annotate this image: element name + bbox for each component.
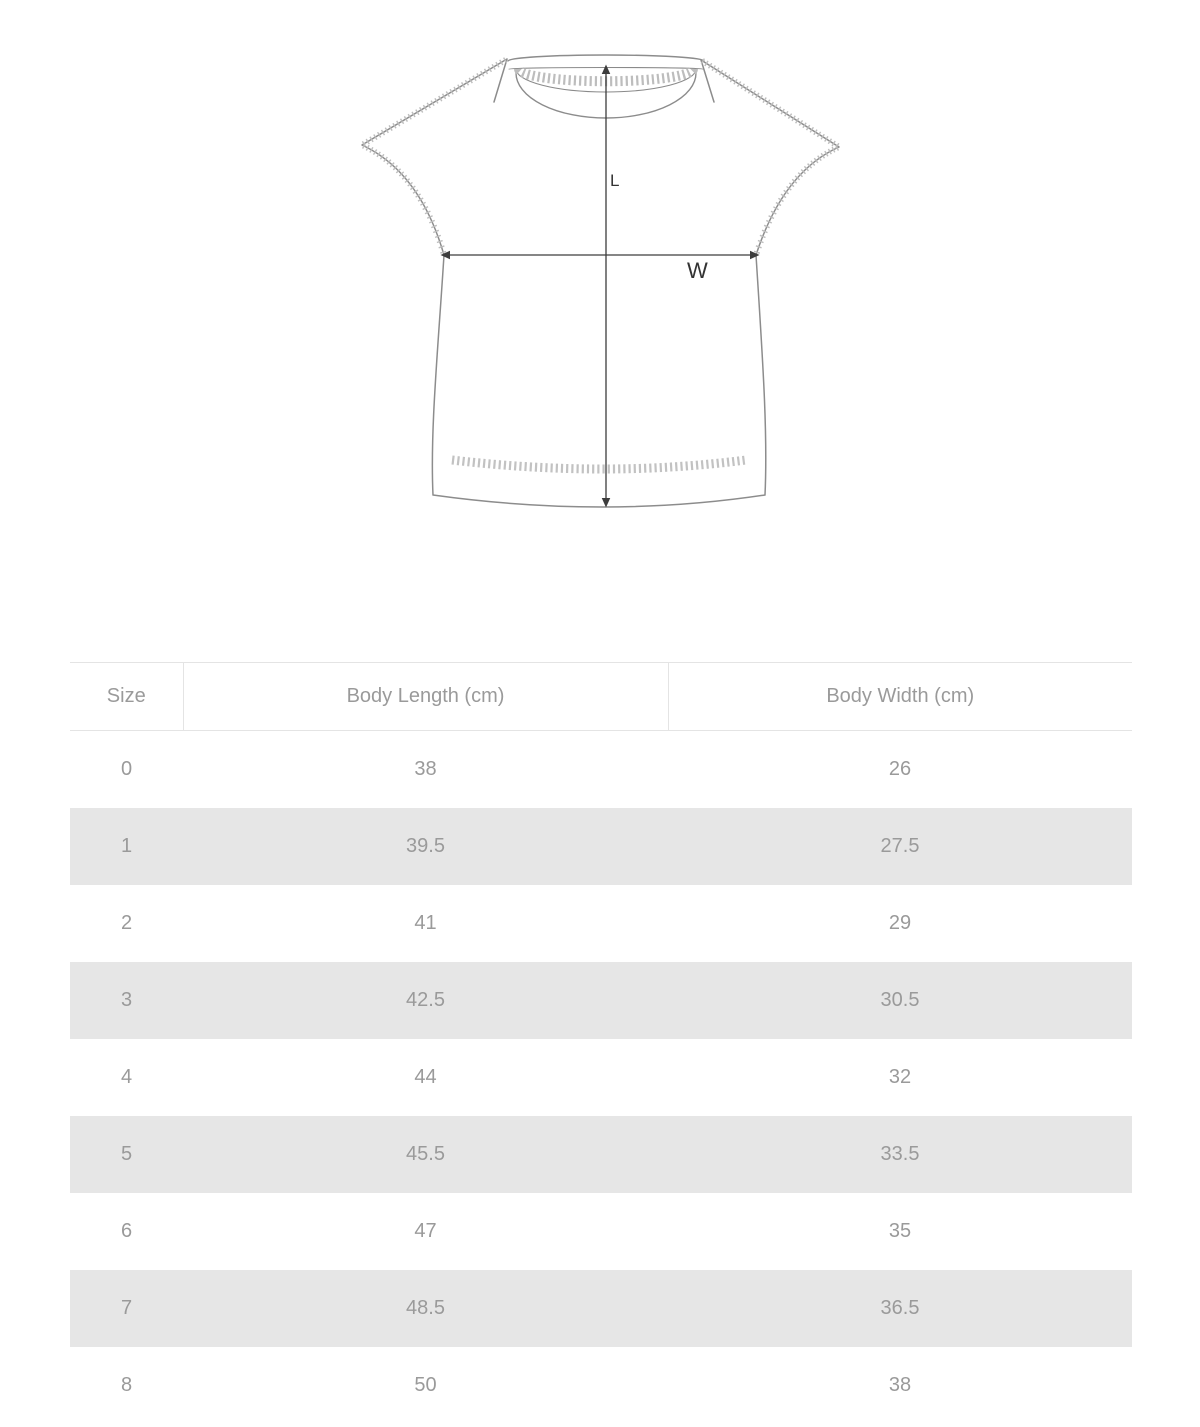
svg-text:L: L	[610, 171, 619, 190]
svg-text:W: W	[687, 258, 708, 283]
